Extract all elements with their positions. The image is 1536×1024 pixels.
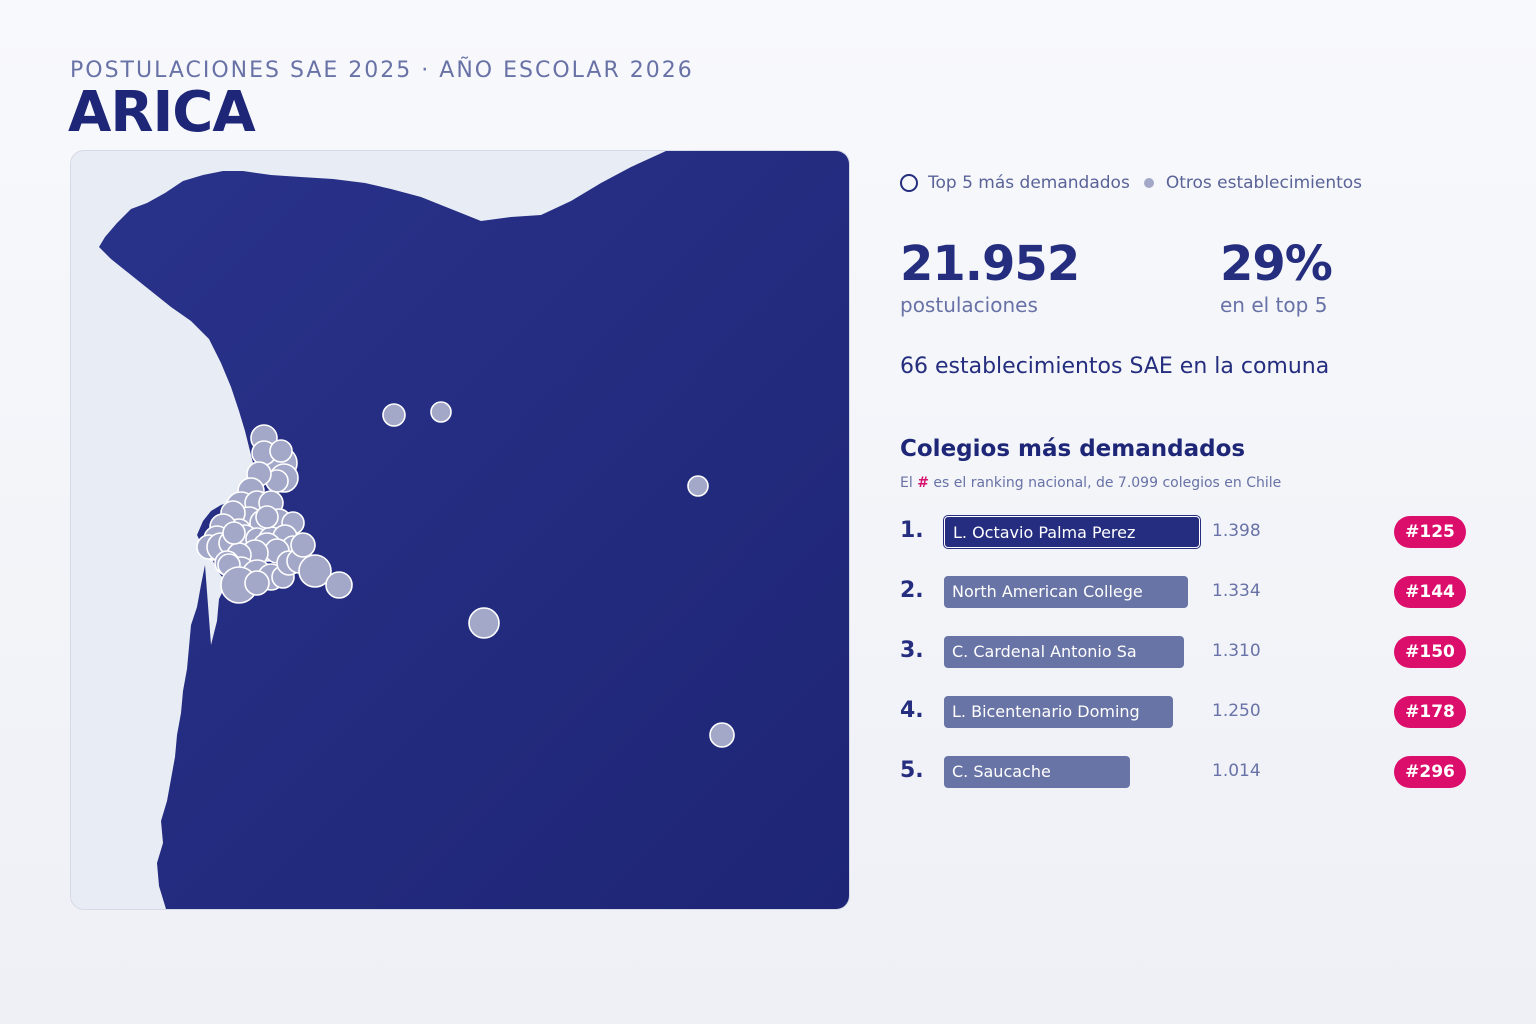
rank-value: 1.310 (1212, 641, 1261, 661)
ranking-row: 2. North American College 1.334 #144 (900, 576, 1470, 610)
legend-top5-label: Top 5 más demandados (928, 173, 1130, 193)
national-rank-badge: #296 (1394, 756, 1466, 788)
ranking-note: El # es el ranking nacional, de 7.099 co… (900, 475, 1281, 491)
share-value: 29% (1220, 236, 1333, 292)
rank-bar: C. Cardenal Antonio Sa (944, 636, 1184, 668)
school-dot (244, 570, 270, 596)
national-rank-badge: #144 (1394, 576, 1466, 608)
ranking-note-hash: # (917, 475, 929, 491)
school-dot (325, 571, 353, 599)
total-value: 21.952 (900, 236, 1080, 292)
rank-value: 1.334 (1212, 581, 1261, 601)
school-dot (290, 532, 316, 558)
rank-position: 2. (900, 578, 924, 603)
commune-map (71, 151, 849, 909)
land-area (99, 151, 849, 909)
page-title: ARICA (68, 80, 256, 145)
national-rank-badge: #150 (1394, 636, 1466, 668)
school-dot (222, 521, 246, 545)
ranking-row: 4. L. Bicentenario Doming 1.250 #178 (900, 696, 1470, 730)
map-panel (70, 150, 850, 910)
rank-position: 4. (900, 698, 924, 723)
ranking-note-prefix: El (900, 475, 913, 491)
legend-others-label: Otros establecimientos (1165, 173, 1363, 193)
rank-position: 1. (900, 518, 924, 543)
total-label: postulaciones (900, 293, 1038, 317)
share-label: en el top 5 (1220, 293, 1328, 317)
school-dot (687, 475, 709, 497)
school-dot (430, 401, 452, 423)
rank-bar: L. Bicentenario Doming (944, 696, 1173, 728)
rank-bar: C. Saucache (944, 756, 1130, 788)
ranking-row: 1. L. Octavio Palma Perez 1.398 #125 (900, 516, 1470, 550)
ranking-row: 5. C. Saucache 1.014 #296 (900, 756, 1470, 790)
rank-position: 3. (900, 638, 924, 663)
ranking-note-suffix: es el ranking nacional, de 7.099 colegio… (933, 475, 1282, 491)
establishments-count: 66 establecimientos SAE en la comuna (900, 354, 1330, 379)
page-subtitle: POSTULACIONES SAE 2025 · AÑO ESCOLAR 202… (70, 58, 694, 83)
school-dot (709, 722, 735, 748)
rank-value: 1.398 (1212, 521, 1261, 541)
school-dot (255, 505, 279, 529)
national-rank-badge: #178 (1394, 696, 1466, 728)
total-stat: 21.952 postulaciones (900, 236, 1080, 318)
school-dot (468, 607, 500, 639)
national-rank-badge: #125 (1394, 516, 1466, 548)
ranking-row: 3. C. Cardenal Antonio Sa 1.310 #150 (900, 636, 1470, 670)
top5-ring-icon (900, 174, 918, 192)
rank-position: 5. (900, 758, 924, 783)
other-dot-icon (1143, 178, 1154, 188)
rank-bar: L. Octavio Palma Perez (944, 516, 1200, 548)
rank-bar: North American College (944, 576, 1188, 608)
school-dot (298, 554, 332, 588)
ranking-title: Colegios más demandados (900, 436, 1246, 462)
school-dot (382, 403, 406, 427)
school-dots (196, 401, 735, 748)
map-legend: Top 5 más demandados Otros establecimien… (900, 173, 1362, 193)
rank-value: 1.014 (1212, 761, 1261, 781)
rank-value: 1.250 (1212, 701, 1261, 721)
school-dot (269, 439, 293, 463)
share-stat: 29% en el top 5 (1220, 236, 1333, 318)
